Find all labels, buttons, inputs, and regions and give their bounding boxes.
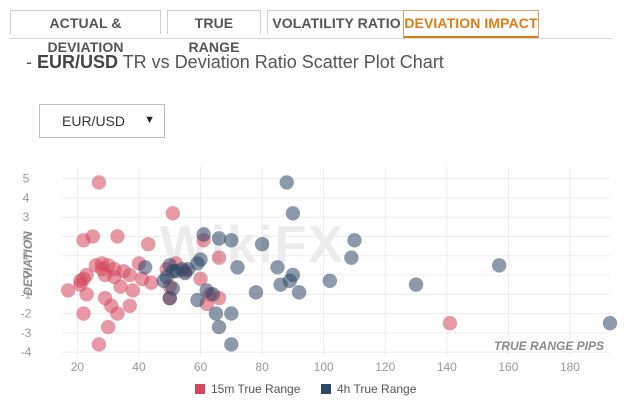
point-4h [193, 252, 208, 267]
x-tick-label: 60 [194, 360, 208, 374]
point-4h [165, 281, 181, 296]
point-4h [347, 233, 362, 248]
y-tick-label: -3 [21, 326, 32, 340]
point-4h [137, 260, 153, 275]
point-4h [322, 273, 338, 288]
legend-15m[interactable]: 15m True Range [195, 382, 300, 396]
x-tick-label: 160 [498, 360, 518, 374]
y-tick-label: -4 [21, 345, 32, 359]
point-15m [110, 306, 125, 321]
point-4h [211, 319, 227, 335]
point-4h [285, 206, 301, 221]
currency-pair-select[interactable]: EUR/USD ▼ [39, 104, 165, 138]
point-15m [91, 175, 107, 190]
point-4h [230, 260, 245, 275]
tab-volatility-ratio[interactable]: VOLATILITY RATIO [267, 10, 406, 34]
point-4h [270, 260, 285, 275]
chart-title: - EUR/USD TR vs Deviation Ratio Scatter … [26, 52, 444, 73]
y-axis-label: DEVIATION [21, 231, 35, 296]
tab-bar: ACTUAL & DEVIATION TRUE RANGE VOLATILITY… [10, 10, 612, 55]
title-pair: EUR/USD [37, 52, 119, 72]
y-tick-label: 5 [23, 172, 30, 186]
chevron-down-icon: ▼ [144, 114, 155, 126]
point-4h [224, 306, 239, 321]
currency-pair-value: EUR/USD [62, 113, 126, 129]
point-15m [60, 283, 76, 298]
x-tick-label: 140 [437, 360, 457, 374]
point-15m [110, 229, 125, 244]
point-15m [122, 267, 137, 283]
point-15m [79, 267, 94, 283]
point-15m [442, 316, 458, 331]
point-15m [91, 337, 107, 352]
point-4h [205, 287, 221, 302]
point-4h [254, 236, 270, 252]
point-15m [113, 279, 128, 294]
point-15m [85, 229, 100, 244]
title-rest: TR vs Deviation Ratio Scatter Plot Chart [118, 52, 444, 72]
point-4h [279, 175, 294, 190]
y-tick-label: 2 [23, 229, 30, 243]
point-4h [208, 306, 224, 321]
point-15m [76, 306, 91, 321]
y-tick-label: -1 [21, 287, 32, 301]
point-15m [79, 287, 94, 302]
title-prefix: - [26, 52, 37, 72]
scatter-chart: 5 4 3 2 1 0 -1 -2 -3 -4 20 40 60 80 100 120 140 160 180 DEV… [21, 167, 618, 374]
x-tick-label: 20 [71, 360, 85, 374]
x-tick-label: 120 [375, 360, 395, 374]
y-tick-label: -2 [21, 307, 32, 321]
point-4h [285, 267, 301, 283]
legend-15m-label: 15m True Range [211, 382, 301, 396]
y-tick-label: 0 [23, 268, 30, 282]
point-4h [491, 258, 507, 273]
y-tick-label: 1 [23, 249, 30, 263]
point-4h [196, 227, 211, 242]
y-tick-label: 3 [23, 210, 30, 224]
legend-15m-swatch [195, 384, 205, 394]
x-tick-label: 40 [132, 360, 146, 374]
point-4h [408, 277, 424, 292]
legend-4h-label: 4h True Range [337, 382, 417, 396]
point-4h [224, 233, 239, 248]
x-tick-label: 80 [255, 360, 269, 374]
point-4h [602, 316, 618, 331]
point-4h [291, 285, 307, 300]
tab-true-range[interactable]: TRUE RANGE [167, 10, 261, 55]
point-4h [248, 285, 264, 300]
point-15m [193, 271, 208, 287]
point-15m [141, 236, 156, 252]
point-4h [211, 231, 227, 246]
point-15m [211, 250, 227, 265]
legend-4h-swatch [321, 384, 331, 394]
x-axis-label: TRUE RANGE PIPS [494, 339, 604, 353]
point-15m [100, 319, 116, 335]
point-15m [122, 298, 137, 314]
tab-actual-deviation[interactable]: ACTUAL & DEVIATION [10, 10, 161, 55]
point-4h [344, 250, 359, 265]
point-15m [165, 206, 181, 221]
x-tick-label: 180 [560, 360, 580, 374]
x-tick-label: 100 [314, 360, 334, 374]
tab-deviation-impact[interactable]: DEVIATION IMPACT [403, 10, 539, 38]
legend-4h[interactable]: 4h True Range [321, 382, 416, 396]
y-tick-label: 4 [23, 191, 30, 205]
point-4h [190, 292, 205, 308]
point-15m [144, 275, 159, 290]
point-15m [125, 283, 141, 298]
point-4h [224, 337, 239, 352]
